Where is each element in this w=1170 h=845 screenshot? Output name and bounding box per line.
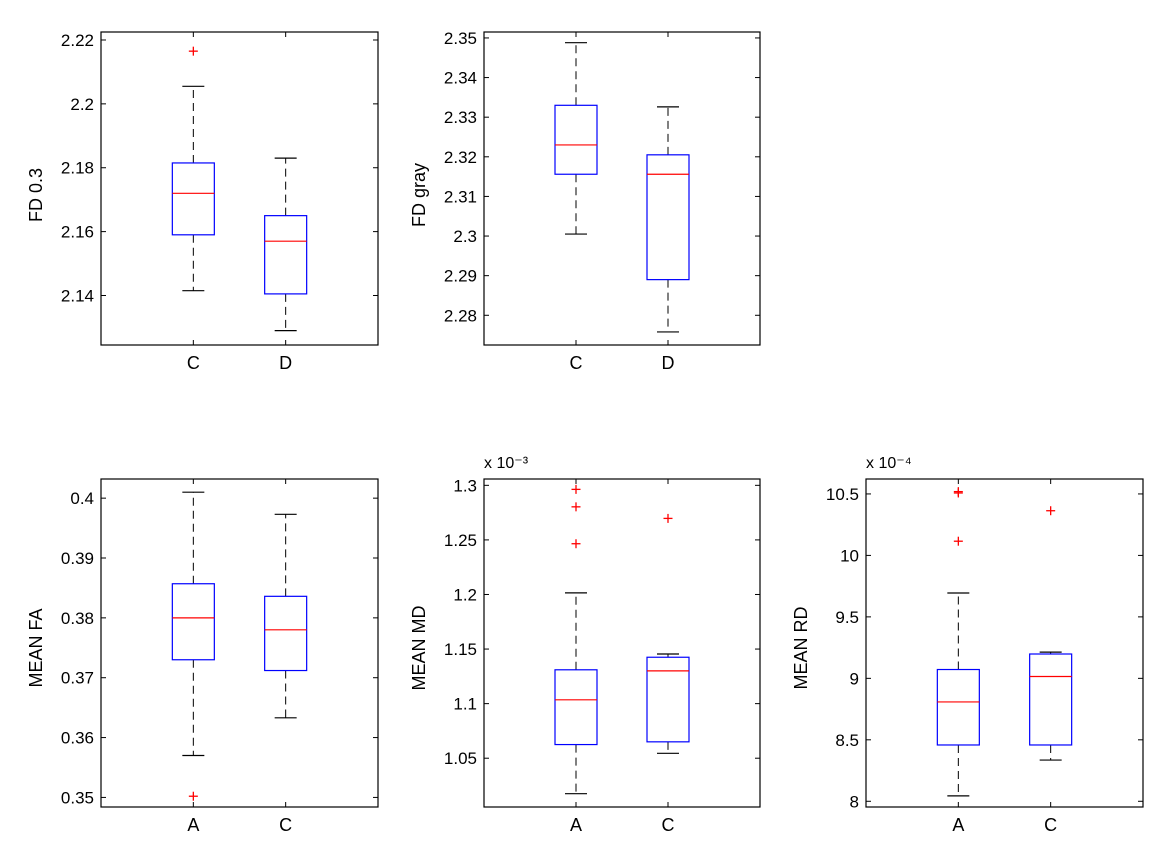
y-tick-label: 0.38 <box>61 609 94 628</box>
iqr-box <box>1029 653 1073 746</box>
y-tick-label: 2.29 <box>444 267 477 286</box>
y-axis-label: MEAN MD <box>409 606 429 691</box>
y-tick-label: 8 <box>850 792 859 811</box>
y-tick-label: 10 <box>840 546 859 565</box>
plot-frame <box>483 31 761 346</box>
y-tick-label: 1.1 <box>453 695 477 714</box>
outlier-marker <box>663 513 673 523</box>
y-tick-label: 9.5 <box>835 608 859 627</box>
outlier-marker <box>953 536 963 546</box>
plot-frame <box>100 31 379 346</box>
iqr-box <box>646 154 690 281</box>
y-tick-label: 2.14 <box>61 286 94 305</box>
iqr-box <box>554 669 598 746</box>
plot-frame <box>483 478 761 808</box>
y-tick-label: 1.05 <box>444 749 477 768</box>
y-tick-label: 0.4 <box>70 489 94 508</box>
y-tick-label: 2.16 <box>61 223 94 242</box>
y-tick-label: 2.31 <box>444 187 477 206</box>
outlier-marker <box>188 791 198 801</box>
x-tick-label: D <box>279 353 292 373</box>
y-axis-label: FD gray <box>409 163 429 227</box>
y-tick-label: 2.28 <box>444 306 477 325</box>
iqr-box <box>264 215 308 295</box>
x-tick-label: C <box>662 815 675 835</box>
y-tick-label: 2.34 <box>444 69 477 88</box>
outlier-marker <box>571 484 581 494</box>
axis-exponent-label: x 10⁻³ <box>484 455 529 472</box>
iqr-box <box>646 656 690 743</box>
plot-frame <box>865 478 1144 808</box>
panel-mean-fa: 0.35 0.36 0.37 0.38 0.39 0.4 A C MEAN FA <box>26 478 379 835</box>
y-axis-label: FD 0.3 <box>26 168 46 222</box>
y-tick-label: 1.15 <box>444 640 477 659</box>
x-tick-label: D <box>662 353 675 373</box>
y-tick-label: 1.3 <box>453 476 477 495</box>
y-tick-label: 0.36 <box>61 729 94 748</box>
y-axis-label: MEAN RD <box>791 606 811 689</box>
y-tick-label: 0.37 <box>61 669 94 688</box>
x-tick-label: A <box>187 815 199 835</box>
axis-exponent-label: x 10⁻⁴ <box>866 455 912 472</box>
x-tick-label: A <box>952 815 964 835</box>
y-tick-label: 10.5 <box>826 485 859 504</box>
outlier-marker <box>188 46 198 56</box>
outlier-marker <box>571 539 581 549</box>
panel-fd-0-3: 2.14 2.16 2.18 2.2 2.22 C D FD 0.3 <box>26 31 379 373</box>
outlier-marker <box>1046 506 1056 516</box>
y-tick-label: 1.2 <box>453 585 477 604</box>
y-tick-label: 9 <box>850 669 859 688</box>
y-tick-label: 2.35 <box>444 29 477 48</box>
y-axis-label: MEAN FA <box>26 608 46 687</box>
plot-frame <box>100 478 379 808</box>
iqr-box <box>171 583 215 661</box>
y-tick-label: 1.25 <box>444 531 477 550</box>
outlier-marker <box>571 502 581 512</box>
y-tick-label: 2.22 <box>61 31 94 50</box>
iqr-box <box>554 104 598 175</box>
y-tick-label: 2.32 <box>444 148 477 167</box>
y-tick-label: 2.33 <box>444 108 477 127</box>
panel-mean-md: 1.05 1.1 1.15 1.2 1.25 1.3 A C MEAN MD x 10⁻³ <box>409 455 761 835</box>
outlier-marker <box>953 488 963 498</box>
x-tick-label: C <box>279 815 292 835</box>
iqr-box <box>264 595 308 672</box>
y-tick-label: 0.39 <box>61 549 94 568</box>
x-tick-label: C <box>1044 815 1057 835</box>
x-tick-label: A <box>570 815 582 835</box>
y-tick-label: 8.5 <box>835 731 859 750</box>
x-tick-label: C <box>570 353 583 373</box>
iqr-box <box>171 162 215 236</box>
panel-mean-rd: 8 8.5 9 9.5 10 10.5 A C MEAN RD x 10⁻⁴ <box>791 455 1144 835</box>
iqr-box <box>936 668 980 746</box>
y-tick-label: 0.35 <box>61 788 94 807</box>
y-tick-label: 2.18 <box>61 159 94 178</box>
panel-fd-gray: 2.28 2.29 2.3 2.31 2.32 2.33 2.34 2.35 C D FD gray <box>409 29 761 373</box>
x-tick-label: C <box>187 353 200 373</box>
y-tick-label: 2.2 <box>70 95 94 114</box>
y-tick-label: 2.3 <box>453 227 477 246</box>
